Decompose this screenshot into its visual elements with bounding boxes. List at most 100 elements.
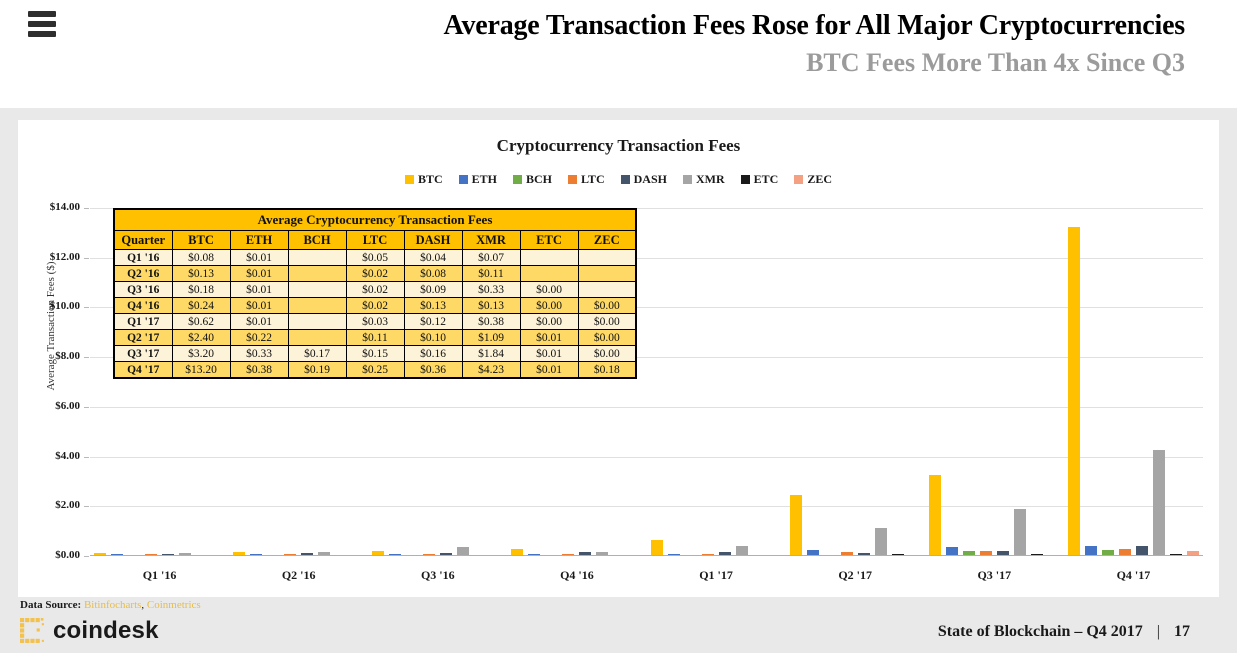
bar-BTC — [928, 475, 941, 555]
table-cell — [577, 249, 637, 266]
report-reference: State of Blockchain – Q4 2017 | 17 — [938, 623, 1190, 641]
bar-ETH — [111, 554, 124, 555]
table-cell: $0.22 — [229, 329, 289, 346]
table-cell — [287, 281, 347, 298]
bar-XMR — [1152, 450, 1165, 555]
table-row: Q3 '16 $0.18 $0.01 $0.02 $0.09 $0.33 $0.00 — [113, 281, 637, 298]
table-cell: $0.01 — [229, 281, 289, 298]
table-cell: $2.40 — [171, 329, 231, 346]
bar-group-Q417 — [1064, 208, 1203, 555]
table-cell: Q3 '17 — [113, 345, 173, 362]
hamburger-menu-icon[interactable] — [28, 11, 56, 41]
table-column-header: BCH — [287, 230, 347, 250]
bar-DASH — [301, 553, 314, 555]
bar-ETH — [389, 554, 402, 555]
table-cell: $0.17 — [287, 345, 347, 362]
table-cell: $0.05 — [345, 249, 405, 266]
table-cell: $0.01 — [229, 249, 289, 266]
table-cell: $0.02 — [345, 297, 405, 314]
table-column-header: DASH — [403, 230, 463, 250]
table-row: Q1 '16 $0.08 $0.01 $0.05 $0.04 $0.07 — [113, 249, 637, 266]
bar-BCH — [962, 551, 975, 555]
legend-swatch-icon — [458, 175, 468, 184]
table-cell: $0.19 — [287, 361, 347, 379]
bar-group-Q317 — [925, 208, 1064, 555]
table-cell: $3.20 — [171, 345, 231, 362]
data-source-link[interactable]: Bitinfocharts — [83, 599, 142, 611]
fees-table: Average Cryptocurrency Transaction Fees … — [113, 208, 637, 379]
bar-ETC — [1169, 554, 1182, 555]
chart-panel: Cryptocurrency Transaction Fees BTC ETH BC… — [18, 120, 1219, 597]
table-cell: $0.15 — [345, 345, 405, 362]
table-column-header: BTC — [171, 230, 231, 250]
data-source-label: Data Source: — [20, 599, 82, 611]
table-cell: $0.62 — [171, 313, 231, 330]
bar-LTC — [562, 554, 575, 555]
x-tick-label: Q2 '16 — [281, 568, 316, 582]
bar-group-Q117 — [647, 208, 786, 555]
bar-XMR — [457, 547, 470, 555]
bar-BTC — [511, 549, 524, 555]
table-cell: $0.01 — [519, 329, 579, 346]
table-cell: $1.84 — [461, 345, 521, 362]
bar-BTC — [233, 552, 246, 555]
table-cell: $0.25 — [345, 361, 405, 379]
x-tick-label: Q1 '17 — [699, 568, 733, 582]
table-cell: $0.33 — [229, 345, 289, 362]
table-cell — [287, 265, 347, 282]
table-cell — [577, 265, 637, 282]
table-cell: $0.00 — [519, 297, 579, 314]
y-tick-label: $10.00 — [49, 300, 80, 313]
table-cell: $0.09 — [403, 281, 463, 298]
table-cell: $0.03 — [345, 313, 405, 330]
page-header: Average Transaction Fees Rose for All Ma… — [0, 0, 1237, 108]
table-cell — [519, 265, 579, 282]
bar-LTC — [145, 554, 158, 555]
table-column-header: ETC — [519, 230, 579, 250]
table-cell: $0.04 — [403, 249, 463, 266]
report-name: State of Blockchain – Q4 2017 — [937, 623, 1143, 640]
table-row: Q4 '17 $13.20 $0.38 $0.19 $0.25 $0.36 $4.23 $0.… — [113, 361, 637, 379]
y-tick-label: $12.00 — [49, 250, 80, 263]
table-column-header: Quarter — [113, 230, 173, 250]
bar-LTC — [840, 552, 853, 555]
table-cell: $0.00 — [577, 297, 637, 314]
bar-LTC — [1118, 549, 1131, 555]
table-row: Q2 '17 $2.40 $0.22 $0.11 $0.10 $1.09 $0.01 $0.0… — [113, 329, 637, 346]
table-cell: $0.01 — [229, 297, 289, 314]
slide-subtitle: BTC Fees More Than 4x Since Q3 — [806, 48, 1185, 77]
x-tick-label: Q3 '16 — [420, 568, 455, 582]
bar-group-Q316 — [368, 208, 507, 555]
x-tick-label: Q2 '17 — [838, 568, 873, 582]
bar-DASH — [996, 551, 1009, 555]
table-cell: Q3 '16 — [113, 281, 173, 298]
table-column-header: ETH — [229, 230, 289, 250]
bar-BTC — [1067, 227, 1080, 555]
table-cell: $0.36 — [403, 361, 463, 379]
bar-ETC — [891, 554, 904, 555]
bar-LTC — [979, 551, 992, 555]
table-cell: Q1 '17 — [113, 313, 173, 330]
bar-BTC — [650, 540, 663, 555]
chart-legend: BTC ETH BCH LTC DASH XMR ETC ZEC — [18, 172, 1219, 187]
bar-ZEC — [1186, 551, 1199, 555]
x-axis-labels: Q1 '16 Q2 '16 Q3 '16 Q4 '16 Q1 '17 Q2 '17 Q3 '… — [90, 568, 1203, 583]
table-column-header: ZEC — [577, 230, 637, 250]
legend-item-ETH: ETH — [458, 172, 497, 187]
table-cell: $0.18 — [171, 281, 231, 298]
table-cell: $13.20 — [171, 361, 231, 379]
table-cell — [287, 297, 347, 314]
bar-DASH — [857, 553, 870, 555]
table-cell: $0.01 — [229, 265, 289, 282]
y-tick-label: $0.00 — [55, 549, 80, 561]
legend-item-BCH: BCH — [513, 172, 552, 187]
bar-group-Q116 — [90, 208, 229, 555]
data-source-link[interactable]: Coinmetrics — [146, 599, 201, 611]
legend-swatch-icon — [404, 175, 414, 184]
table-cell: $0.00 — [519, 313, 579, 330]
x-tick-label: Q3 '17 — [977, 568, 1012, 582]
table-cell: Q2 '16 — [113, 265, 173, 282]
table-cell: Q2 '17 — [113, 329, 173, 346]
legend-item-DASH: DASH — [620, 172, 667, 187]
bar-group-Q216 — [229, 208, 368, 555]
